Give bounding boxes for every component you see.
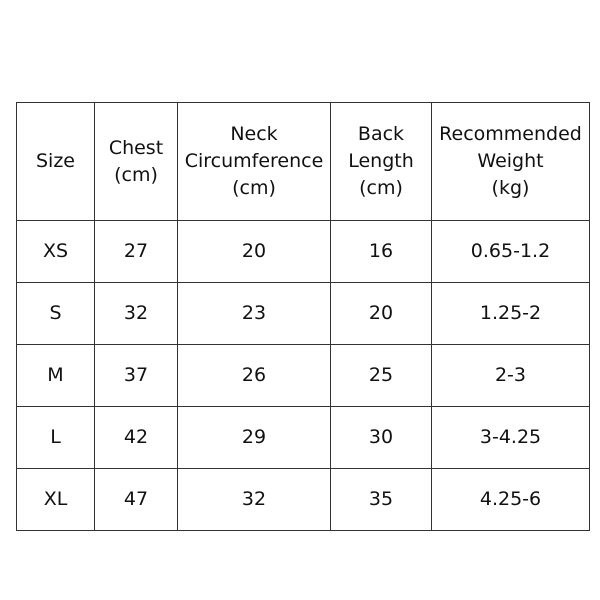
table-cell: 25: [330, 344, 432, 407]
table-cell: M: [16, 344, 95, 407]
table-cell: XS: [16, 220, 95, 283]
table-row: S 32 23 20 1.25-2: [16, 282, 590, 345]
table-cell: 29: [177, 406, 331, 469]
column-header: Chest (cm): [94, 102, 178, 221]
table-row: M 37 26 25 2-3: [16, 344, 590, 407]
table-cell: 32: [94, 282, 178, 345]
table-cell: 16: [330, 220, 432, 283]
table-cell: 20: [177, 220, 331, 283]
table-cell: XL: [16, 468, 95, 531]
table-cell: 2-3: [431, 344, 590, 407]
table-cell: 20: [330, 282, 432, 345]
table-cell: 32: [177, 468, 331, 531]
table-cell: 23: [177, 282, 331, 345]
table-cell: 26: [177, 344, 331, 407]
table-cell: 37: [94, 344, 178, 407]
table-cell: 4.25-6: [431, 468, 590, 531]
column-header: Size: [16, 102, 95, 221]
header-row: Size Chest (cm) Neck Circumference (cm) Bac…: [16, 102, 590, 221]
table-cell: 27: [94, 220, 178, 283]
table-cell: 1.25-2: [431, 282, 590, 345]
size-chart-table: Size Chest (cm) Neck Circumference (cm) Bac…: [16, 102, 590, 531]
table-cell: 35: [330, 468, 432, 531]
table-cell: L: [16, 406, 95, 469]
table-cell: S: [16, 282, 95, 345]
column-header: Back Length (cm): [330, 102, 432, 221]
column-header: Recommended Weight (kg): [431, 102, 590, 221]
table-row: L 42 29 30 3-4.25: [16, 406, 590, 469]
table-cell: 47: [94, 468, 178, 531]
column-header: Neck Circumference (cm): [177, 102, 331, 221]
table-row: XL 47 32 35 4.25-6: [16, 468, 590, 531]
table-cell: 3-4.25: [431, 406, 590, 469]
table-cell: 30: [330, 406, 432, 469]
table-row: XS 27 20 16 0.65-1.2: [16, 220, 590, 283]
table-cell: 42: [94, 406, 178, 469]
table-cell: 0.65-1.2: [431, 220, 590, 283]
